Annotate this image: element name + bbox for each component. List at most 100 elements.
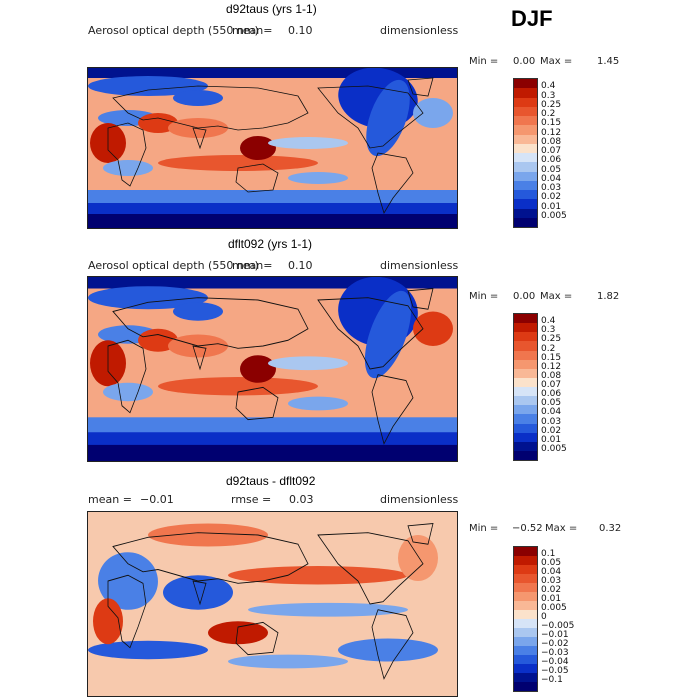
panel2-colorbar xyxy=(513,313,538,461)
contour-region xyxy=(93,598,123,645)
colorbar-swatch xyxy=(514,396,537,406)
colorbar-swatch xyxy=(514,441,537,451)
coastline xyxy=(192,580,207,606)
season-label: DJF xyxy=(511,6,553,31)
panel1-map xyxy=(87,67,458,229)
panel3-units: dimensionless xyxy=(380,493,459,506)
panel3-map xyxy=(87,511,458,697)
colorbar-level-label: 0.01 xyxy=(541,201,562,212)
colorbar-level-label: 0.08 xyxy=(541,136,562,147)
colorbar-swatch xyxy=(514,368,537,378)
colorbar-swatch xyxy=(514,637,537,646)
panel1-mean-value: 0.10 xyxy=(288,24,313,37)
contour-region xyxy=(364,290,412,379)
panel1-max-label: Max = xyxy=(540,56,573,67)
contour-band xyxy=(88,68,457,78)
panel1-title: d92taus (yrs 1-1) xyxy=(226,2,317,16)
panel2-max-value: 1.82 xyxy=(597,291,620,302)
coastline xyxy=(407,287,434,310)
panel3-max-value: 0.32 xyxy=(599,523,622,534)
colorbar-level-label: 0.1 xyxy=(541,549,556,559)
coastline xyxy=(317,297,424,370)
panel3-rmse-label: rmse = xyxy=(231,493,272,506)
colorbar-level-label: 0.06 xyxy=(541,389,562,400)
colorbar-swatch xyxy=(514,547,537,556)
colorbar-swatch xyxy=(514,628,537,637)
colorbar-swatch xyxy=(514,199,537,209)
colorbar-level-label: 0.06 xyxy=(541,155,562,166)
coastline xyxy=(192,127,207,150)
colorbar-level-label: −0.04 xyxy=(541,657,569,667)
colorbar-level-label: 0.12 xyxy=(541,127,562,138)
coastline xyxy=(407,77,434,97)
colorbar-level-label: 0.25 xyxy=(541,99,562,110)
panel2-units: dimensionless xyxy=(380,259,459,272)
panel2-min-value: 0.00 xyxy=(513,291,536,302)
colorbar-level-label: 0.03 xyxy=(541,576,562,586)
colorbar-swatch xyxy=(514,88,537,98)
colorbar-level-label: −0.005 xyxy=(541,621,575,631)
panel1-colorbar xyxy=(513,78,538,228)
colorbar-level-label: 0.4 xyxy=(541,316,556,327)
contour-region xyxy=(228,654,348,669)
colorbar-swatch xyxy=(514,574,537,583)
panel3-max-label: Max = xyxy=(545,523,578,534)
panel2-title: dflt092 (yrs 1-1) xyxy=(228,237,313,251)
contour-region xyxy=(268,356,348,371)
colorbar-level-label: 0.01 xyxy=(541,594,562,604)
colorbar-swatch xyxy=(514,134,537,144)
colorbar-swatch xyxy=(514,171,537,181)
contour-region xyxy=(228,566,408,585)
colorbar-swatch xyxy=(514,583,537,592)
colorbar-level-label: 0.02 xyxy=(541,585,562,595)
colorbar-swatch xyxy=(514,565,537,574)
colorbar-swatch xyxy=(514,116,537,126)
colorbar-swatch xyxy=(514,423,537,433)
coastline xyxy=(112,85,309,131)
panel2-variable: Aerosol optical depth (550 nm) xyxy=(88,259,259,272)
coastline xyxy=(317,532,424,605)
panel2-mean-label: mean= xyxy=(232,259,273,272)
contour-band xyxy=(88,277,457,289)
colorbar-swatch xyxy=(514,208,537,218)
contour-region xyxy=(158,377,318,396)
colorbar-swatch xyxy=(514,314,537,324)
colorbar-level-label: −0.03 xyxy=(541,648,569,658)
panel2-min-label: Min = xyxy=(469,291,499,302)
colorbar-level-label: 0.15 xyxy=(541,352,562,363)
colorbar-level-label: 0.12 xyxy=(541,361,562,372)
coastline xyxy=(317,85,424,149)
panel1-mean-label: mean= xyxy=(232,24,273,37)
colorbar-swatch xyxy=(514,655,537,664)
colorbar-swatch xyxy=(514,323,537,333)
colorbar-swatch xyxy=(514,619,537,628)
colorbar-swatch xyxy=(514,414,537,424)
colorbar-swatch xyxy=(514,592,537,601)
colorbar-level-label: 0.25 xyxy=(541,334,562,345)
colorbar-level-label: 0.04 xyxy=(541,173,562,184)
colorbar-level-label: 0 xyxy=(541,612,547,622)
panel3-mean-value: −0.01 xyxy=(140,493,174,506)
panel1-variable: Aerosol optical depth (550 nm) xyxy=(88,24,259,37)
colorbar-swatch xyxy=(514,377,537,387)
panel3-rmse-value: 0.03 xyxy=(289,493,314,506)
colorbar-level-label: −0.01 xyxy=(541,630,569,640)
panel2-map xyxy=(87,276,458,462)
contour-region xyxy=(88,76,208,96)
colorbar-level-label: 0.05 xyxy=(541,398,562,409)
contour-region xyxy=(173,302,223,321)
colorbar-swatch xyxy=(514,180,537,190)
coastline xyxy=(107,339,147,414)
colorbar-level-label: −0.05 xyxy=(541,666,569,676)
coastline xyxy=(235,163,279,193)
contour-region xyxy=(413,311,453,346)
colorbar-swatch xyxy=(514,153,537,163)
colorbar-level-label: 0.3 xyxy=(541,90,556,101)
contour-region xyxy=(88,286,208,310)
panel1-max-value: 1.45 xyxy=(597,56,620,67)
colorbar-level-label: −0.02 xyxy=(541,639,569,649)
coastline xyxy=(235,621,279,656)
coastline xyxy=(107,574,147,649)
colorbar-swatch xyxy=(514,125,537,135)
colorbar-swatch xyxy=(514,79,537,89)
